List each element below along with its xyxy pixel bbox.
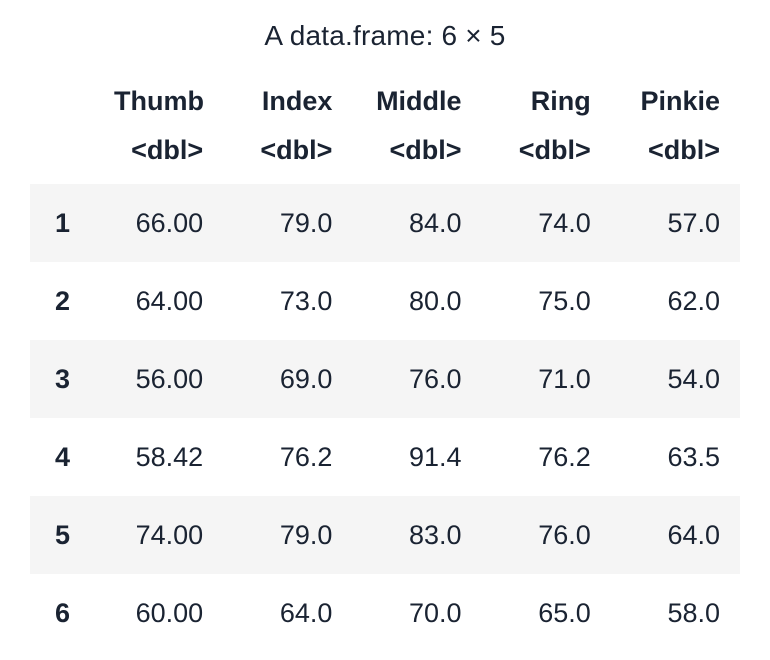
table-cell: 70.0 bbox=[352, 574, 481, 652]
table-cell: 79.0 bbox=[223, 184, 352, 262]
table-cell: 64.0 bbox=[611, 496, 740, 574]
table-cell: 65.0 bbox=[482, 574, 611, 652]
row-number: 5 bbox=[30, 496, 94, 574]
row-number: 1 bbox=[30, 184, 94, 262]
table-cell: 76.2 bbox=[223, 418, 352, 496]
table-cell: 58.42 bbox=[94, 418, 223, 496]
table-row: 4 58.42 76.2 91.4 76.2 63.5 bbox=[30, 418, 740, 496]
table-cell: 64.00 bbox=[94, 262, 223, 340]
table-cell: 83.0 bbox=[352, 496, 481, 574]
column-header: Middle bbox=[352, 76, 481, 132]
rowname-type-blank bbox=[30, 132, 94, 184]
column-header: Pinkie bbox=[611, 76, 740, 132]
table-cell: 74.00 bbox=[94, 496, 223, 574]
table-cell: 76.0 bbox=[482, 496, 611, 574]
column-type: <dbl> bbox=[352, 132, 481, 184]
column-type: <dbl> bbox=[94, 132, 223, 184]
row-number: 6 bbox=[30, 574, 94, 652]
table-cell: 64.0 bbox=[223, 574, 352, 652]
row-number: 2 bbox=[30, 262, 94, 340]
table-cell: 76.2 bbox=[482, 418, 611, 496]
table-cell: 63.5 bbox=[611, 418, 740, 496]
data-frame-table: Thumb Index Middle Ring Pinkie <dbl> <db… bbox=[30, 76, 740, 652]
row-number: 4 bbox=[30, 418, 94, 496]
column-header: Index bbox=[223, 76, 352, 132]
table-cell: 62.0 bbox=[611, 262, 740, 340]
column-header: Thumb bbox=[94, 76, 223, 132]
table-caption: A data.frame: 6 × 5 bbox=[30, 20, 740, 52]
table-row: 3 56.00 69.0 76.0 71.0 54.0 bbox=[30, 340, 740, 418]
column-header-row: Thumb Index Middle Ring Pinkie bbox=[30, 76, 740, 132]
table-cell: 91.4 bbox=[352, 418, 481, 496]
column-type: <dbl> bbox=[611, 132, 740, 184]
table-cell: 74.0 bbox=[482, 184, 611, 262]
column-type-row: <dbl> <dbl> <dbl> <dbl> <dbl> bbox=[30, 132, 740, 184]
table-cell: 73.0 bbox=[223, 262, 352, 340]
table-cell: 84.0 bbox=[352, 184, 481, 262]
table-row: 6 60.00 64.0 70.0 65.0 58.0 bbox=[30, 574, 740, 652]
table-cell: 71.0 bbox=[482, 340, 611, 418]
table-cell: 54.0 bbox=[611, 340, 740, 418]
table-cell: 76.0 bbox=[352, 340, 481, 418]
table-cell: 57.0 bbox=[611, 184, 740, 262]
column-header: Ring bbox=[482, 76, 611, 132]
table-row: 1 66.00 79.0 84.0 74.0 57.0 bbox=[30, 184, 740, 262]
column-type: <dbl> bbox=[482, 132, 611, 184]
table-cell: 66.00 bbox=[94, 184, 223, 262]
row-number: 3 bbox=[30, 340, 94, 418]
table-row: 5 74.00 79.0 83.0 76.0 64.0 bbox=[30, 496, 740, 574]
table-cell: 79.0 bbox=[223, 496, 352, 574]
column-type: <dbl> bbox=[223, 132, 352, 184]
table-cell: 75.0 bbox=[482, 262, 611, 340]
table-cell: 58.0 bbox=[611, 574, 740, 652]
table-row: 2 64.00 73.0 80.0 75.0 62.0 bbox=[30, 262, 740, 340]
table-cell: 60.00 bbox=[94, 574, 223, 652]
table-cell: 56.00 bbox=[94, 340, 223, 418]
table-cell: 69.0 bbox=[223, 340, 352, 418]
table-cell: 80.0 bbox=[352, 262, 481, 340]
rowname-header-blank bbox=[30, 76, 94, 132]
